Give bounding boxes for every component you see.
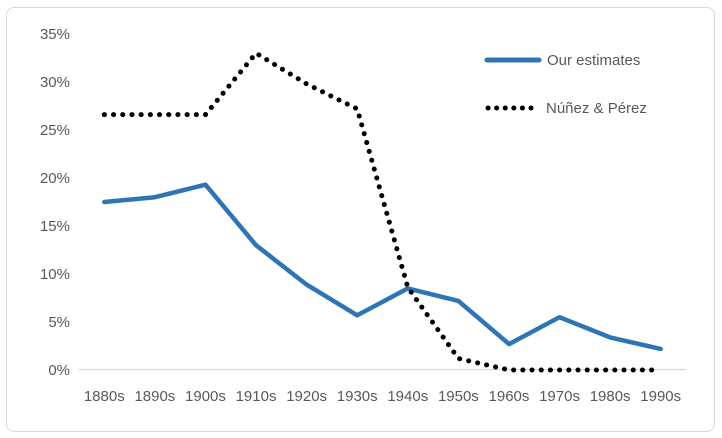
legend-label-our-estimates: Our estimates [547,51,641,69]
y-axis-tick-label: 20% [40,170,70,187]
x-axis-tick-label: 1960s [489,388,530,405]
x-axis-tick-label: 1880s [84,388,125,405]
y-axis-tick-label: 5% [48,314,70,331]
x-axis-tick-label: 1990s [640,388,681,405]
x-axis-tick-label: 1930s [337,388,378,405]
legend-item-nunez-perez[interactable]: Núñez & Pérez [484,92,647,124]
legend-item-our-estimates[interactable]: Our estimates [484,44,647,76]
y-axis-tick-label: 10% [40,266,70,283]
x-axis-tick-label: 1950s [438,388,479,405]
solid-line-swatch-icon [484,57,542,63]
chart-legend: Our estimates Núñez & Pérez [484,44,647,124]
x-axis-tick-label: 1980s [590,388,631,405]
y-axis-tick-label: 0% [48,362,70,379]
x-axis-tick-label: 1920s [286,388,327,405]
legend-label-nunez-perez: Núñez & Pérez [546,99,647,117]
dotted-line-swatch-icon [485,105,534,111]
x-axis-tick-label: 1890s [134,388,175,405]
series-line-our-estimates [102,182,663,352]
y-axis-tick-label: 30% [40,74,70,91]
x-axis-tick-label: 1940s [387,388,428,405]
y-axis-tick-label: 15% [40,218,70,235]
x-axis-tick-label: 1970s [539,388,580,405]
y-axis-tick-label: 35% [40,26,70,43]
series-line-n-ez-p-rez [101,50,664,373]
x-axis-tick-label: 1910s [236,388,277,405]
y-axis-tick-label: 25% [40,122,70,139]
x-axis-tick-label: 1900s [185,388,226,405]
